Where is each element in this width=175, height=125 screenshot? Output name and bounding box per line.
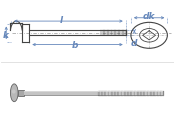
Polygon shape: [113, 90, 114, 95]
Polygon shape: [104, 90, 106, 95]
Polygon shape: [122, 90, 124, 95]
Polygon shape: [145, 90, 147, 95]
Polygon shape: [140, 90, 142, 95]
Text: b: b: [72, 41, 79, 50]
Polygon shape: [116, 90, 117, 95]
Polygon shape: [137, 90, 139, 95]
Polygon shape: [156, 90, 158, 95]
Polygon shape: [121, 90, 122, 95]
Text: l: l: [60, 16, 63, 25]
Ellipse shape: [12, 90, 16, 94]
Polygon shape: [147, 90, 148, 95]
Polygon shape: [135, 90, 137, 95]
Polygon shape: [119, 90, 121, 95]
Polygon shape: [148, 90, 150, 95]
Polygon shape: [126, 90, 127, 95]
Polygon shape: [124, 90, 126, 95]
Polygon shape: [108, 90, 109, 95]
Polygon shape: [132, 90, 134, 95]
Ellipse shape: [10, 84, 18, 102]
Polygon shape: [114, 90, 116, 95]
Polygon shape: [109, 90, 111, 95]
Polygon shape: [127, 90, 129, 95]
Polygon shape: [153, 90, 155, 95]
Polygon shape: [139, 90, 140, 95]
Polygon shape: [155, 90, 156, 95]
Text: d: d: [131, 39, 138, 48]
Polygon shape: [161, 90, 163, 95]
Polygon shape: [158, 90, 160, 95]
Polygon shape: [152, 90, 153, 95]
Polygon shape: [142, 90, 144, 95]
Polygon shape: [134, 90, 135, 95]
Bar: [18, 90, 24, 96]
Polygon shape: [100, 90, 101, 95]
Text: dk: dk: [143, 12, 155, 21]
Polygon shape: [98, 90, 100, 95]
Polygon shape: [106, 90, 108, 95]
Polygon shape: [131, 90, 132, 95]
Polygon shape: [101, 90, 103, 95]
Polygon shape: [129, 90, 131, 95]
Polygon shape: [150, 90, 152, 95]
Polygon shape: [144, 90, 145, 95]
Polygon shape: [111, 90, 113, 95]
Polygon shape: [103, 90, 104, 95]
Bar: [24, 90, 98, 95]
Text: k: k: [3, 31, 9, 40]
Polygon shape: [117, 90, 119, 95]
Polygon shape: [160, 90, 161, 95]
